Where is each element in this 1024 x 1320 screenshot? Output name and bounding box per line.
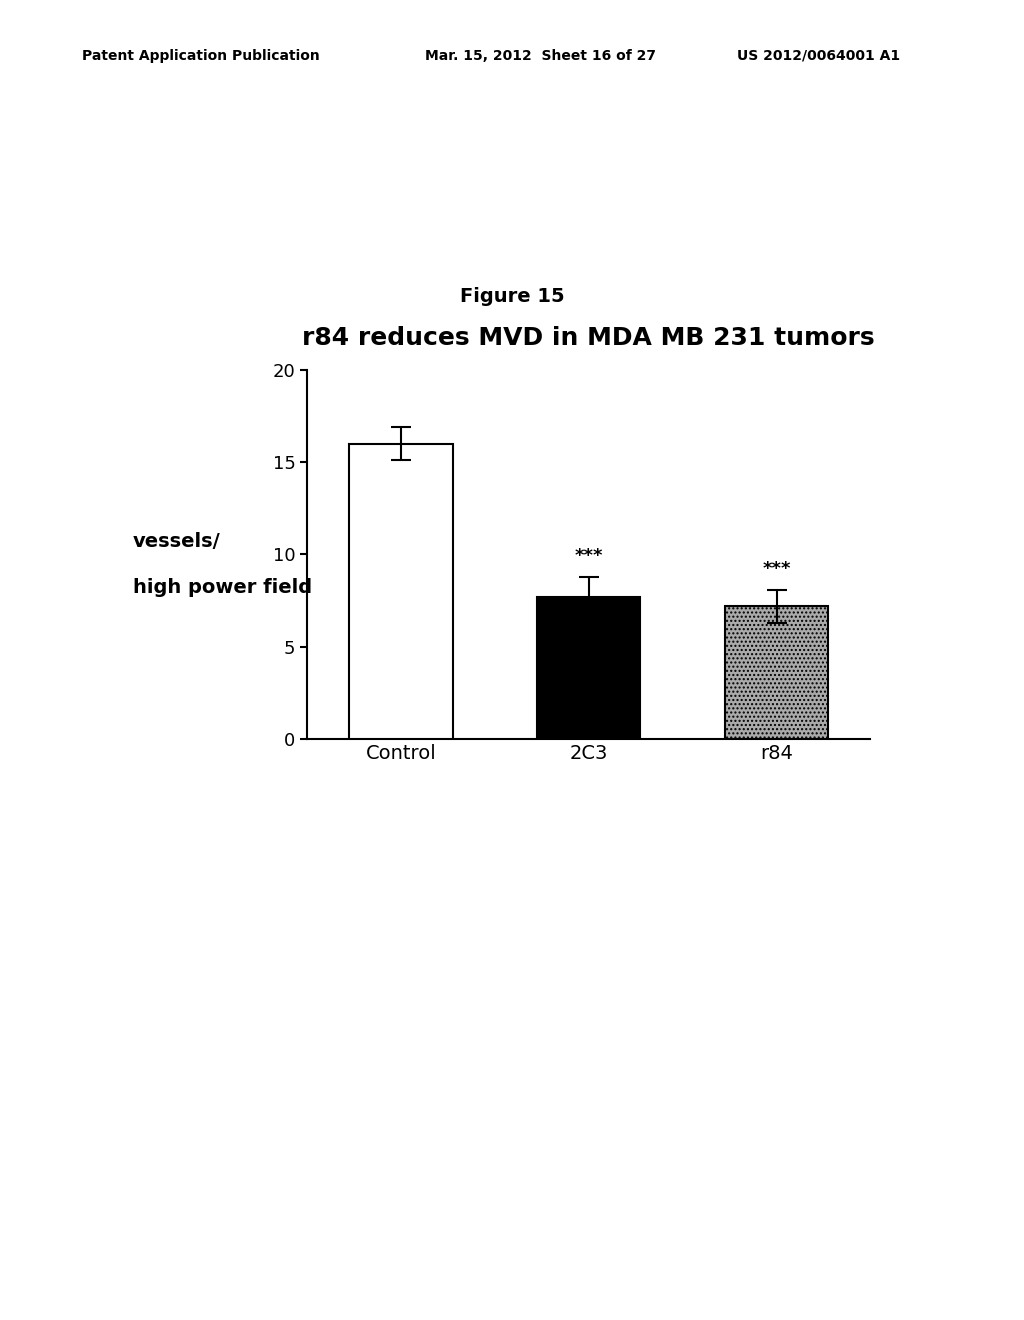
Title: r84 reduces MVD in MDA MB 231 tumors: r84 reduces MVD in MDA MB 231 tumors — [302, 326, 876, 350]
Bar — [349, 444, 453, 739]
Text: Mar. 15, 2012  Sheet 16 of 27: Mar. 15, 2012 Sheet 16 of 27 — [425, 49, 656, 63]
Text: ***: *** — [574, 548, 603, 565]
Bar — [538, 597, 640, 739]
Text: high power field: high power field — [133, 578, 312, 597]
Text: vessels/: vessels/ — [133, 532, 221, 550]
Text: Patent Application Publication: Patent Application Publication — [82, 49, 319, 63]
Text: US 2012/0064001 A1: US 2012/0064001 A1 — [737, 49, 900, 63]
Text: ***: *** — [762, 561, 791, 578]
Bar — [725, 606, 828, 739]
Text: Figure 15: Figure 15 — [460, 288, 564, 306]
